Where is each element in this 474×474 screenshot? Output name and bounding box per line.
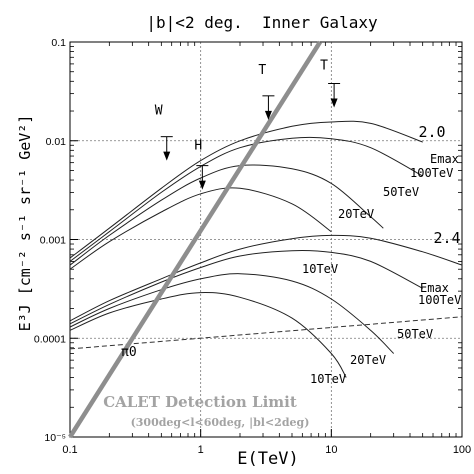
- x-tick-label: 1: [198, 444, 204, 456]
- series-a-curve-label: 20TeV: [338, 207, 374, 221]
- upper-limit-label: H: [194, 139, 202, 154]
- down-arrow-icon: [163, 151, 171, 161]
- series-a-curve: [69, 136, 423, 262]
- upper-limit-label: T: [320, 58, 328, 73]
- x-tick-label: 0.1: [62, 444, 77, 456]
- tick-labels: 0.1 1 10 100 10⁻⁵ 0.0001 0.001 0.01 0.1: [34, 37, 471, 456]
- x-tick-label: 10: [325, 444, 337, 456]
- y-tick-label: 10⁻⁵: [44, 432, 66, 444]
- x-tick-label: 100: [453, 444, 471, 456]
- chart-title: |b|<2 deg. Inner Galaxy: [146, 13, 378, 32]
- series-b-curve-label: 20TeV: [350, 353, 386, 367]
- series-a-index-label: 2.0: [418, 123, 445, 141]
- series-b-curve-label: 10TeV: [310, 372, 346, 386]
- series-a-curve: [69, 120, 423, 259]
- upper-limit-label: T: [258, 63, 266, 78]
- upper-limit-marker: W: [155, 104, 173, 161]
- x-axis-label: E(TeV): [237, 449, 298, 469]
- plot-frame: [69, 41, 463, 438]
- upper-limit-marker: T: [320, 58, 341, 108]
- y-tick-label: 0.01: [46, 136, 67, 148]
- series-a-curve-label: 50TeV: [383, 185, 419, 199]
- grid: [69, 41, 463, 438]
- series-b-curve: [69, 273, 395, 354]
- y-tick-label: 0.001: [40, 235, 66, 247]
- emax-label-a: Emax: [430, 152, 459, 166]
- series-a-curve: [69, 164, 384, 266]
- pi0-line: [69, 316, 463, 350]
- series-a-curve-label: 100TeV: [410, 166, 453, 180]
- down-arrow-icon: [264, 110, 272, 120]
- curves: [69, 120, 463, 378]
- series-b-curve: [69, 234, 463, 322]
- y-axis-label: E³J [cm⁻² s⁻¹ sr⁻¹ GeV²]: [16, 115, 34, 332]
- upper-limit-label: W: [155, 104, 163, 119]
- overlays: 100TeV 50TeV 20TeV 10TeV 100TeV 50TeV 20TeV 10T…: [68, 40, 461, 439]
- upper-limit-marker: H: [194, 139, 209, 190]
- upper-limit-marker: T: [258, 63, 275, 120]
- y-tick-label: 0.0001: [34, 333, 66, 345]
- y-tick-label: 0.1: [51, 37, 66, 49]
- series-b-index-label: 2.4: [433, 229, 460, 247]
- calet-title: CALET Detection Limit: [103, 393, 297, 411]
- series-b-curve-label: 100TeV: [418, 293, 461, 307]
- series-a-curve-label: 10TeV: [302, 262, 338, 276]
- series-b-curve: [69, 249, 423, 325]
- calet-note: (300deg<l<60deg, |bl<2deg): [131, 416, 310, 429]
- pi0-label: π0: [121, 345, 137, 360]
- down-arrow-icon: [198, 180, 206, 190]
- series-b-curve: [69, 292, 347, 378]
- emax-label-b: Emax: [420, 281, 449, 295]
- series-a-curve: [69, 187, 332, 270]
- down-arrow-icon: [330, 98, 338, 108]
- series-b-curve-label: 50TeV: [397, 327, 433, 341]
- calet-detection-line: [68, 40, 322, 439]
